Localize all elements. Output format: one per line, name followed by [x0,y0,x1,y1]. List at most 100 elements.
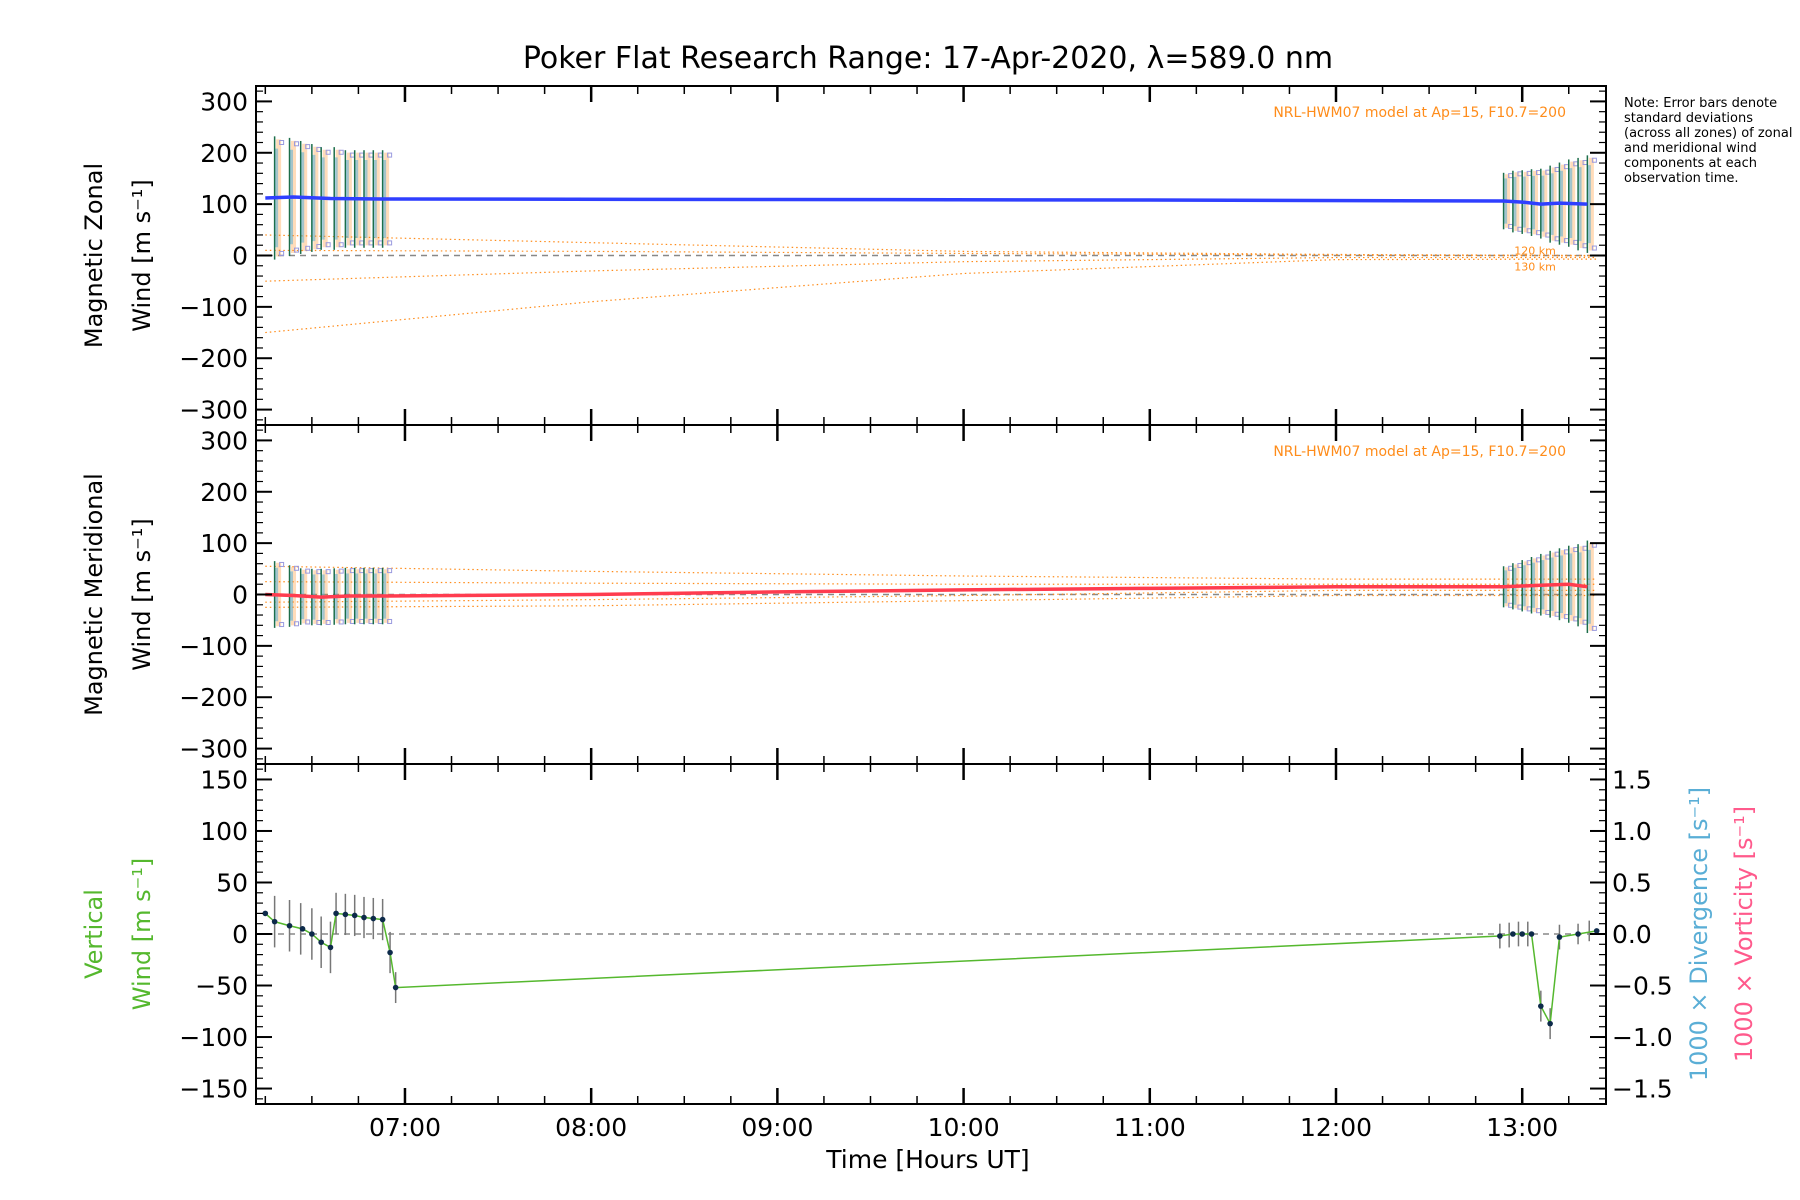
y-tick-label: 100 [200,817,248,846]
zone-marker [387,618,393,624]
data-point [1575,931,1581,937]
model-curve [265,589,1597,603]
y-tick-label: 0 [232,242,248,271]
x-tick-label: 12:00 [1300,1113,1372,1142]
zone-marker [294,247,300,253]
zone-marker [1591,245,1597,251]
zone-marker [279,250,285,256]
data-point [1538,1003,1544,1009]
zone-marker [1591,625,1597,631]
y-axis-label-line2: Wind [m s⁻¹] [128,858,156,1010]
model-altitude-label: 120 km [1514,245,1556,258]
y-tick-label: 200 [200,139,248,168]
y-tick-label: 50 [216,868,248,897]
y-axis-label-word: Wind [128,942,156,1010]
zone-marker [305,619,311,625]
data-line [265,582,1588,599]
y-tick-label: −100 [179,632,248,661]
y-tick-label: 0 [232,581,248,610]
zone-marker [305,245,311,251]
model-curve [265,234,1597,257]
zone-marker [338,149,344,155]
model-label: NRL-HWM07 model at Ap=15, F10.7=200 [1273,444,1566,460]
y-axis-label-line2: Wind [m s⁻¹] [128,518,156,670]
y-axis-label-line1: Magnetic Meridional [80,473,108,716]
data-line [265,195,1588,206]
zone-marker [279,140,285,145]
y-axis-label-word: Wind [128,603,156,671]
zone-marker [294,565,300,571]
panel-zonal: −300 −200 −100 0 100 200 300 Magnetic Zonal Wind… [80,85,1607,426]
zone-marker [305,568,311,574]
y-tick-label: −300 [179,396,248,425]
y-tick-label: −100 [179,1023,248,1052]
data-point [333,910,339,917]
model-altitude-label: 130 km [1514,261,1556,274]
y-tick-label: −50 [195,972,248,1001]
data-point [327,944,334,951]
x-axis-label: Time [Hours UT] [825,1145,1029,1174]
data-point [342,911,349,918]
zone-marker [305,144,311,150]
vorticity-axis-label: 1000 × Vorticity [s⁻¹] [1730,806,1758,1062]
zone-marker [387,568,393,574]
zone-marker [387,240,393,246]
data-point [309,931,315,937]
y-axis-units: [m s⁻¹] [128,179,156,264]
data-point [318,939,324,946]
data-point [351,912,358,919]
model-curve [265,565,1597,580]
zone-marker [294,621,300,627]
x-tick-label: 13:00 [1486,1113,1558,1142]
data-point [262,910,269,917]
zone-marker [338,619,344,625]
y-tick-label: 100 [200,529,248,558]
data-point [392,984,399,991]
data-point [361,914,367,921]
model-curve [265,249,1597,257]
panel-vertical: −150 −100 −50 0 50 100 150 Vertical Wind [m s⁻¹]… [80,763,1758,1105]
y-axis-units: [m s⁻¹] [128,858,156,943]
zone-marker [279,561,285,567]
y-axis-label-line1: Vertical [80,889,108,979]
zone-marker [294,141,300,147]
zone-marker [279,622,285,628]
data-point [1556,934,1563,940]
zone-marker [325,569,331,575]
y-tick-label: 0 [232,920,248,949]
data-point [271,918,278,925]
panel-meridional: −300 −200 −100 0 100 200 300 Magnetic Meridiona… [80,424,1607,765]
model-curve [265,594,1597,608]
y-tick-label: 300 [200,87,248,116]
y-axis-units: [m s⁻¹] [128,518,156,603]
y-axis-label-line1: Magnetic Zonal [80,163,108,348]
data-point [387,949,393,956]
data-point [1519,931,1526,937]
zone-marker [325,619,331,625]
y-tick-label: 150 [200,765,248,794]
y2-tick-label: −1.5 [1612,1075,1673,1104]
y-axis-label-line2: Wind [m s⁻¹] [128,179,156,331]
zone-marker [1591,157,1597,163]
y-axis-label-word: Wind [128,264,156,332]
x-tick-label: 07:00 [369,1113,441,1142]
data-point [299,926,306,932]
y2-tick-label: 0.5 [1612,868,1652,897]
y-tick-label: 100 [200,190,248,219]
zone-marker [338,242,344,248]
data-line [264,912,1597,1027]
y2-tick-label: −1.0 [1612,1023,1673,1052]
y2-tick-label: 1.0 [1612,817,1652,846]
error-bar-note: Note: Error bars denote standard deviati… [1624,96,1793,186]
data-point [370,915,377,922]
model-curve [265,258,1597,334]
data-point [1593,928,1600,934]
y-tick-label: −150 [179,1075,248,1104]
x-tick-label: 10:00 [928,1113,1000,1142]
y-tick-label: 300 [200,426,248,455]
y2-tick-label: 0.0 [1612,920,1652,949]
y2-tick-label: 1.5 [1612,765,1652,794]
data-point [1497,933,1503,939]
zone-marker [325,242,331,248]
